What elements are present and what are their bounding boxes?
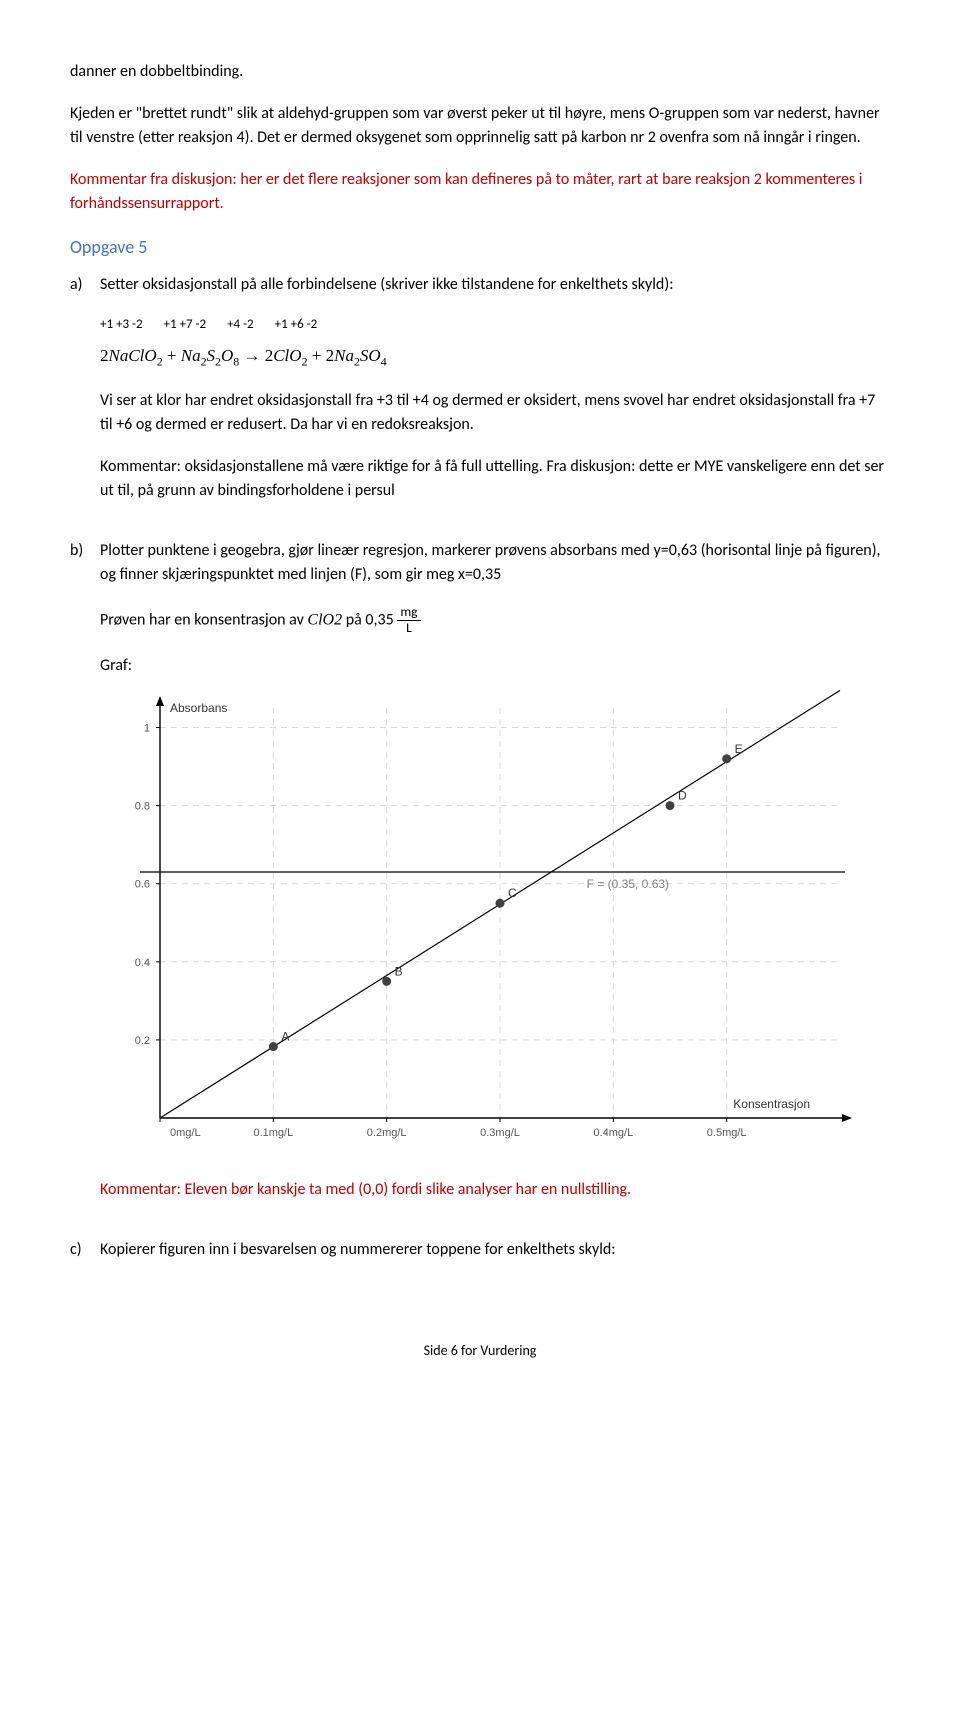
svg-text:C: C bbox=[508, 886, 517, 900]
oxid-label-1: +1 +3 -2 bbox=[100, 317, 143, 332]
svg-text:E: E bbox=[735, 741, 743, 755]
svg-text:0.4: 0.4 bbox=[135, 956, 150, 968]
chemical-equation: 2NaClO2 + Na2S2O8 → 2ClO2 + 2Na2SO4 bbox=[100, 343, 890, 371]
svg-text:0.2: 0.2 bbox=[135, 1035, 150, 1047]
svg-text:B: B bbox=[395, 964, 403, 978]
concentration-mid: på 0,35 bbox=[342, 610, 397, 629]
concentration-formula: ClO2 bbox=[307, 611, 342, 628]
list-marker-b: b) bbox=[70, 539, 100, 1220]
svg-text:0.5mg/L: 0.5mg/L bbox=[707, 1127, 747, 1139]
svg-text:D: D bbox=[678, 788, 687, 802]
svg-text:0.2mg/L: 0.2mg/L bbox=[367, 1127, 407, 1139]
absorbance-chart: 0mg/L 0.1mg/L 0.2mg/L 0.3mg/L 0.4mg/L 0.5mg/L… bbox=[100, 688, 890, 1158]
item-c-text: Kopierer figuren inn i besvarelsen og nu… bbox=[100, 1238, 890, 1262]
list-item-b: b) Plotter punktene i geogebra, gjør lin… bbox=[70, 539, 890, 1220]
concentration-prefix: Prøven har en konsentrasjon av bbox=[100, 610, 307, 629]
item-b-text-1: Plotter punktene i geogebra, gjør lineær… bbox=[100, 539, 890, 587]
svg-text:0.1mg/L: 0.1mg/L bbox=[253, 1127, 293, 1139]
page-footer: Side 6 for Vurdering bbox=[70, 1340, 890, 1361]
frac-denominator: L bbox=[397, 621, 420, 636]
list-item-c: c) Kopierer figuren inn i besvarelsen og… bbox=[70, 1238, 890, 1280]
svg-text:1: 1 bbox=[144, 722, 150, 734]
graf-label: Graf: bbox=[100, 654, 890, 678]
svg-text:0.6: 0.6 bbox=[135, 878, 150, 890]
comment-paragraph-red-1: Kommentar fra diskusjon: her er det fler… bbox=[70, 168, 890, 216]
heading-oppgave-5: Oppgave 5 bbox=[70, 234, 890, 261]
svg-text:0.4mg/L: 0.4mg/L bbox=[593, 1127, 633, 1139]
svg-text:Absorbans: Absorbans bbox=[170, 701, 227, 715]
svg-text:0.3mg/L: 0.3mg/L bbox=[480, 1127, 520, 1139]
unit-fraction: mgL bbox=[397, 605, 420, 636]
comment-paragraph-red-2: Kommentar: Eleven bør kanskje ta med (0,… bbox=[100, 1178, 890, 1202]
paragraph-2: Kjeden er "brettet rundt" slik at aldehy… bbox=[70, 102, 890, 150]
list-item-a: a) Setter oksidasjonstall på alle forbin… bbox=[70, 273, 890, 521]
item-b-text-2: Prøven har en konsentrasjon av ClO2 på 0… bbox=[100, 605, 890, 636]
svg-text:0.8: 0.8 bbox=[135, 800, 150, 812]
svg-text:A: A bbox=[281, 1029, 289, 1043]
oxid-label-2: +1 +7 -2 bbox=[164, 317, 207, 332]
oxid-label-4: +1 +6 -2 bbox=[275, 317, 318, 332]
svg-text:Konsentrasjon: Konsentrasjon bbox=[733, 1097, 810, 1111]
svg-text:F = (0.35, 0.63): F = (0.35, 0.63) bbox=[587, 877, 669, 891]
list-marker-a: a) bbox=[70, 273, 100, 521]
oxid-label-3: +4 -2 bbox=[227, 317, 254, 332]
chart-svg: 0mg/L 0.1mg/L 0.2mg/L 0.3mg/L 0.4mg/L 0.5mg/L… bbox=[100, 688, 860, 1158]
item-a-text-1: Setter oksidasjonstall på alle forbindel… bbox=[100, 273, 890, 297]
item-a-text-2: Vi ser at klor har endret oksidasjonstal… bbox=[100, 389, 890, 437]
svg-text:0mg/L: 0mg/L bbox=[170, 1127, 201, 1139]
list-marker-c: c) bbox=[70, 1238, 100, 1280]
item-a-text-3: Kommentar: oksidasjonstallene må være ri… bbox=[100, 455, 890, 503]
paragraph-1: danner en dobbeltbinding. bbox=[70, 60, 890, 84]
oxidation-numbers-row: +1 +3 -2 +1 +7 -2 +4 -2 +1 +6 -2 bbox=[100, 315, 890, 335]
